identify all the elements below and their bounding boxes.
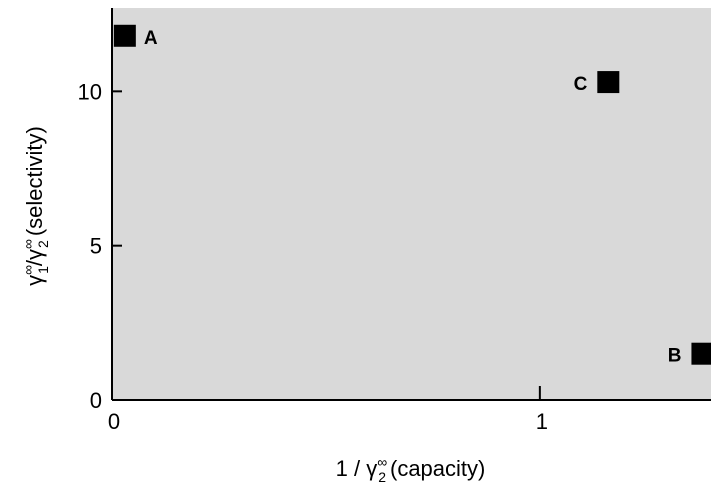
x-tick-label: 0 <box>108 409 120 434</box>
axes <box>111 8 711 401</box>
data-points: A C B <box>113 24 711 367</box>
y-tick-label: 0 <box>90 388 102 413</box>
data-point-b <box>691 342 711 365</box>
y-tick-label: 10 <box>78 79 102 104</box>
y-axis-title-b-sub: 2 <box>35 240 51 248</box>
x-tick-label: 1 <box>536 409 548 434</box>
y-axis-title-a-sub: 1 <box>35 266 51 274</box>
data-point-c <box>597 71 620 94</box>
y-axis-title-a-base: γ <box>22 275 47 286</box>
y-axis-title-b-sup: ∞ <box>20 239 36 249</box>
ticks: 0 5 10 0 1 <box>78 79 548 434</box>
plot-area <box>112 8 711 400</box>
y-axis-title-b-base: γ <box>22 249 47 260</box>
y-axis-title: γ∞1/γ∞2(selectivity) <box>20 126 51 286</box>
data-point-a <box>113 24 136 47</box>
x-axis-title-sub: 2 <box>378 469 386 485</box>
data-point-label: A <box>144 28 158 49</box>
y-tick-label: 5 <box>90 234 102 259</box>
x-axis-title: 1 / γ∞ 2 (capacity) <box>336 454 486 485</box>
x-axis-title-prefix: 1 / γ <box>336 456 378 481</box>
data-point-label: B <box>668 346 682 367</box>
y-axis-title-sep: / <box>22 259 47 266</box>
y-axis-title-a-sup: ∞ <box>20 265 36 275</box>
y-axis-title-suffix: (selectivity) <box>22 126 47 236</box>
data-point-label: C <box>574 74 588 95</box>
x-axis-title-suffix: (capacity) <box>390 456 485 481</box>
x-axis-title-sup: ∞ <box>377 454 387 470</box>
